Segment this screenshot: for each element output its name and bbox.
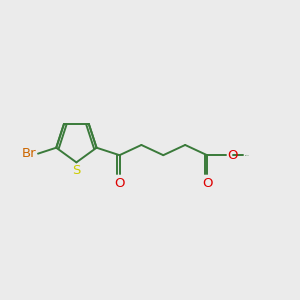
Text: methyl: methyl bbox=[245, 154, 250, 156]
Text: O: O bbox=[227, 149, 237, 162]
Text: O: O bbox=[114, 177, 125, 190]
Text: Br: Br bbox=[22, 147, 37, 160]
Text: S: S bbox=[72, 164, 81, 177]
Text: O: O bbox=[202, 177, 212, 190]
